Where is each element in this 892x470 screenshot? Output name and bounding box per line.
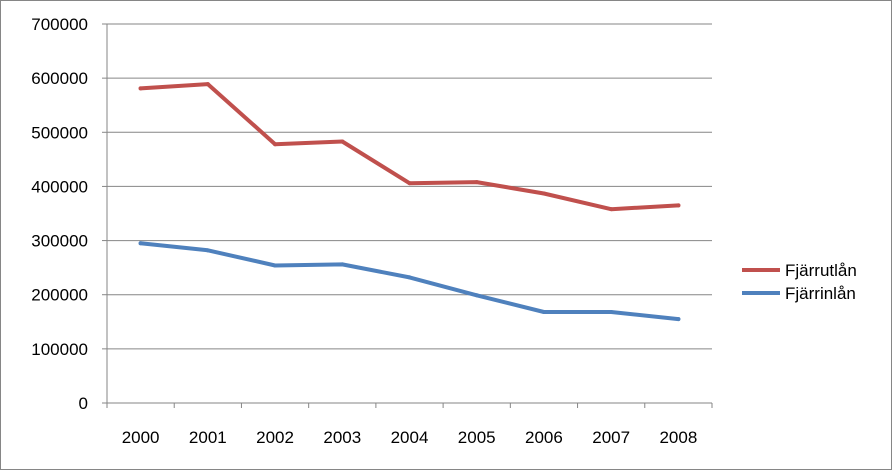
- data-point: [138, 241, 143, 246]
- data-point: [205, 248, 210, 253]
- x-tick-label: 2006: [525, 428, 563, 447]
- data-point: [676, 203, 681, 208]
- data-point: [541, 191, 546, 196]
- data-point: [273, 263, 278, 268]
- legend-label: Fjärrutlån: [785, 261, 857, 280]
- data-point: [474, 293, 479, 298]
- data-point: [138, 86, 143, 91]
- x-tick-label: 2001: [189, 428, 227, 447]
- x-tick-label: 2000: [122, 428, 160, 447]
- series-lines: [138, 82, 681, 322]
- x-axis-tick-labels: 2000 2001 2002 2003 2004 2005 2006 2007 2008: [122, 428, 698, 447]
- series-line-1: [138, 82, 681, 212]
- y-tick-label: 200000: [31, 286, 88, 305]
- x-tick-label: 2002: [256, 428, 294, 447]
- data-point: [609, 207, 614, 212]
- axes: [102, 23, 713, 408]
- y-tick-label: 0: [79, 394, 88, 413]
- legend-label: Fjärrinlån: [785, 284, 856, 303]
- y-axis-tick-labels: 0 100000 200000 300000 400000 500000 600000 700…: [31, 15, 88, 413]
- x-tick-label: 2005: [458, 428, 496, 447]
- y-tick-label: 300000: [31, 232, 88, 251]
- x-tick-label: 2003: [323, 428, 361, 447]
- y-tick-label: 100000: [31, 340, 88, 359]
- data-point: [407, 181, 412, 186]
- data-point: [474, 180, 479, 185]
- data-point: [340, 139, 345, 144]
- data-point: [609, 310, 614, 315]
- data-point: [205, 82, 210, 87]
- data-point: [340, 262, 345, 267]
- y-tick-label: 700000: [31, 15, 88, 34]
- x-tick-label: 2008: [659, 428, 697, 447]
- x-tick-label: 2004: [391, 428, 429, 447]
- x-tick-label: 2007: [592, 428, 630, 447]
- data-point: [676, 317, 681, 322]
- data-point: [541, 310, 546, 315]
- gridlines: [107, 23, 712, 350]
- y-tick-label: 400000: [31, 177, 88, 196]
- data-point: [273, 142, 278, 147]
- series-line-2: [138, 241, 681, 322]
- data-point: [407, 275, 412, 280]
- y-tick-label: 500000: [31, 123, 88, 142]
- y-tick-label: 600000: [31, 69, 88, 88]
- legend: Fjärrutlån Fjärrinlån: [742, 261, 857, 303]
